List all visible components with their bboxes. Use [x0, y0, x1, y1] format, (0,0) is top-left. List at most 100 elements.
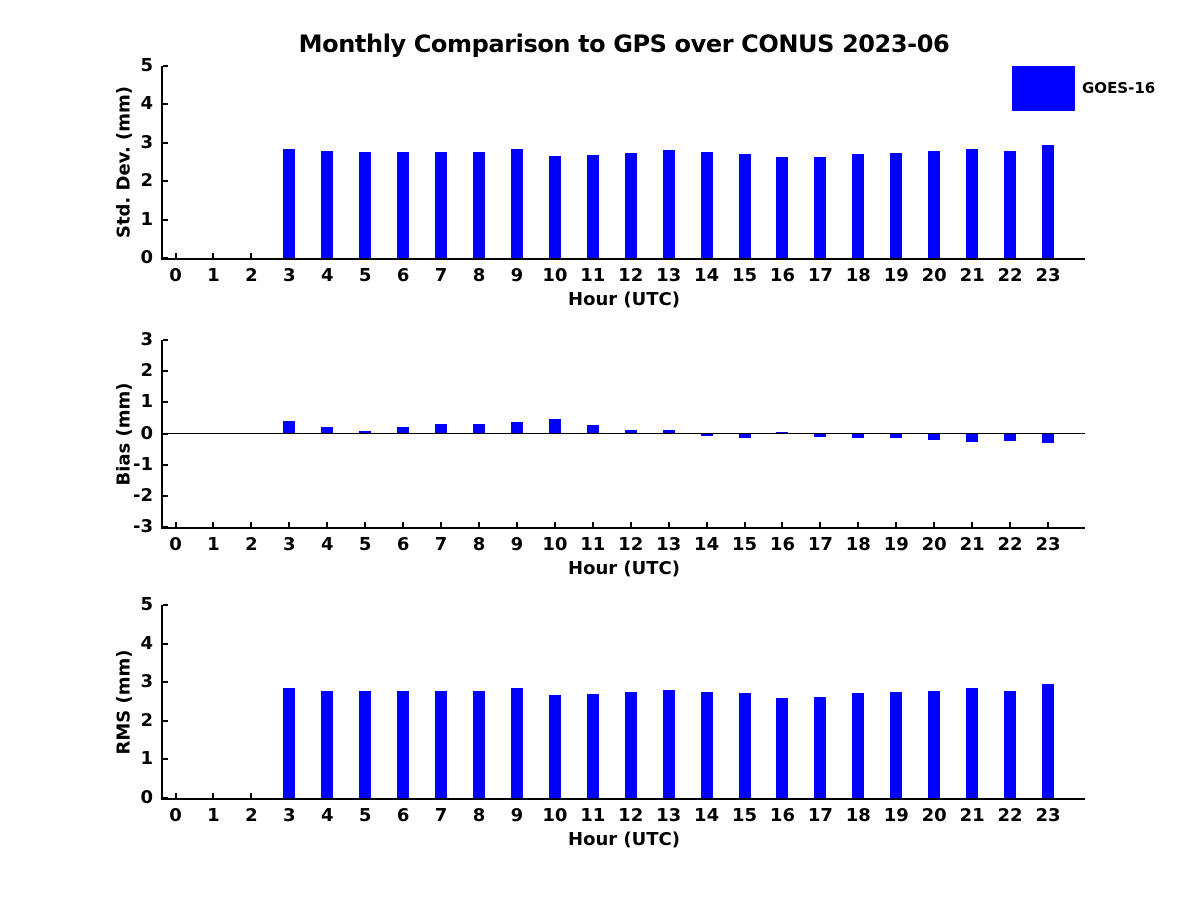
bar-hour-15 — [738, 692, 751, 798]
x-tick — [933, 522, 936, 527]
x-axis-label: Hour (UTC) — [568, 829, 680, 850]
bar-hour-4 — [321, 151, 334, 258]
y-axis-line — [161, 605, 163, 800]
x-tick — [743, 522, 746, 527]
y-tick-label: 5 — [140, 594, 153, 615]
x-tick-label: 9 — [510, 534, 524, 555]
y-axis-line — [161, 340, 163, 529]
y-tick-label: 2 — [140, 709, 153, 731]
x-tick-label: 8 — [472, 265, 486, 286]
x-tick-label: 10 — [542, 534, 568, 555]
x-tick-label: 15 — [731, 534, 758, 555]
x-tick-label: 9 — [510, 805, 524, 826]
x-tick — [553, 522, 556, 527]
y-tick-label: 1 — [140, 208, 153, 230]
bar-hour-22 — [1004, 690, 1017, 798]
x-tick — [212, 253, 215, 258]
bar-hour-4 — [321, 690, 334, 798]
bar-hour-13 — [662, 689, 675, 798]
x-tick — [705, 522, 708, 527]
x-tick-label: 10 — [542, 805, 568, 826]
x-tick-label: 21 — [959, 265, 985, 286]
y-tick — [163, 719, 168, 722]
legend-swatch — [1012, 66, 1075, 111]
x-tick-label: 20 — [921, 265, 947, 286]
bar-hour-13 — [662, 150, 675, 258]
bar-hour-13 — [662, 430, 675, 434]
bar-hour-23 — [1042, 433, 1054, 444]
x-tick-label: 4 — [320, 805, 334, 826]
x-tick-label: 12 — [618, 265, 644, 286]
x-tick-label: 6 — [396, 534, 410, 555]
x-tick-label: 17 — [807, 805, 833, 826]
x-tick-label: 15 — [731, 805, 758, 826]
x-tick-label: 0 — [169, 534, 182, 555]
bar-hour-15 — [738, 153, 751, 258]
x-tick-label: 17 — [807, 534, 833, 555]
x-tick — [402, 522, 405, 527]
bar-hour-6 — [397, 427, 410, 434]
x-tick-label: 22 — [997, 805, 1023, 826]
x-tick — [364, 522, 367, 527]
y-tick-label: 3 — [140, 131, 153, 153]
x-tick-label: 21 — [959, 805, 985, 826]
bar-hour-8 — [472, 690, 485, 798]
bar-hour-23 — [1042, 145, 1054, 258]
x-tick — [629, 522, 632, 527]
bar-hour-23 — [1042, 683, 1054, 798]
bar-hour-6 — [397, 152, 410, 258]
x-tick — [781, 522, 784, 527]
x-tick — [250, 522, 253, 527]
x-tick-label: 7 — [434, 805, 448, 826]
bar-hour-5 — [359, 151, 372, 258]
y-tick — [163, 526, 168, 528]
y-tick-label: 0 — [140, 787, 153, 808]
bar-hour-19 — [890, 153, 903, 258]
y-axis-label: RMS (mm) — [113, 649, 135, 754]
x-tick-label: 4 — [320, 534, 334, 555]
bar-hour-18 — [852, 433, 865, 438]
bar-hour-17 — [814, 696, 827, 798]
bar-hour-11 — [586, 693, 599, 798]
x-tick — [857, 522, 860, 527]
x-tick — [895, 522, 898, 527]
x-tick-label: 14 — [694, 534, 720, 555]
x-tick-label: 9 — [510, 265, 524, 286]
y-tick — [163, 141, 168, 144]
x-tick — [174, 253, 177, 258]
bar-hour-22 — [1004, 433, 1017, 441]
bar-hour-18 — [852, 693, 865, 798]
x-axis-line — [161, 258, 1085, 260]
bar-hour-17 — [814, 157, 827, 258]
x-tick-label: 13 — [656, 265, 682, 286]
x-axis-label: Hour (UTC) — [568, 558, 680, 579]
x-tick-label: 18 — [845, 265, 871, 286]
x-tick-label: 12 — [618, 805, 644, 826]
bar-hour-3 — [283, 148, 296, 258]
x-tick-label: 8 — [472, 534, 486, 555]
x-tick-label: 4 — [320, 265, 334, 286]
bar-hour-20 — [928, 151, 941, 258]
x-axis-line — [161, 527, 1085, 529]
x-tick-label: 16 — [769, 534, 795, 555]
x-tick — [667, 522, 670, 527]
x-tick-label: 0 — [169, 805, 182, 826]
x-tick-label: 20 — [921, 534, 947, 555]
x-tick-label: 15 — [731, 265, 758, 286]
y-tick — [163, 642, 168, 645]
bar-hour-19 — [890, 433, 903, 439]
bar-hour-16 — [776, 157, 789, 258]
x-tick — [819, 522, 822, 527]
bar-hour-18 — [852, 154, 865, 258]
y-tick-label: 4 — [140, 93, 153, 115]
bar-hour-7 — [435, 152, 448, 258]
x-tick-label: 3 — [283, 534, 296, 555]
x-tick-label: 11 — [580, 265, 606, 286]
zero-line — [163, 432, 1085, 435]
x-tick — [971, 522, 974, 527]
x-tick — [250, 253, 253, 258]
x-tick-label: 3 — [283, 805, 296, 826]
x-tick — [212, 522, 215, 527]
bar-hour-10 — [548, 419, 561, 434]
